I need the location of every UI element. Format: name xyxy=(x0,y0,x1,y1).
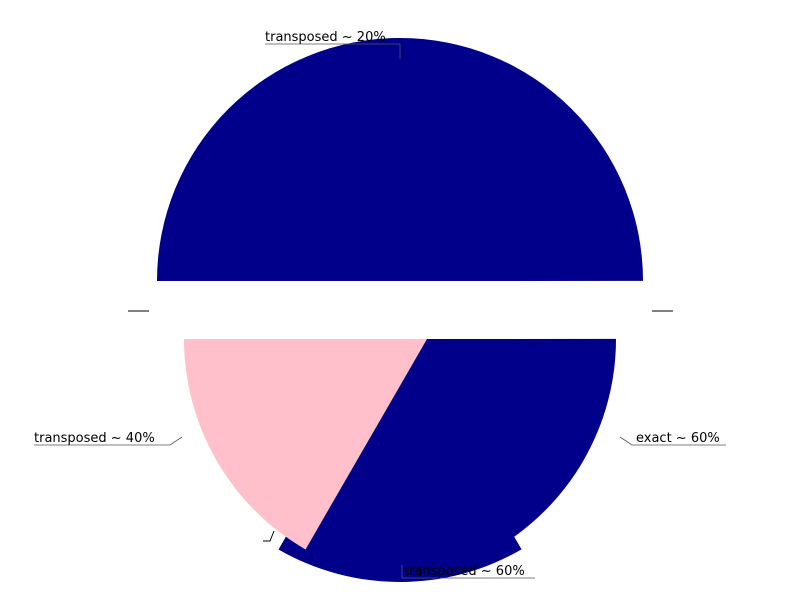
slice-transposed-60[interactable] xyxy=(278,339,522,583)
label-exact-60: exact ~ 60% xyxy=(636,431,720,446)
slice-2[interactable] xyxy=(373,338,616,550)
slice-4[interactable] xyxy=(184,339,427,550)
slice-transposed-20[interactable] xyxy=(157,37,643,282)
slice-transposed-40[interactable] xyxy=(373,338,616,550)
label-transposed-20: transposed ~ 20% xyxy=(265,30,386,45)
leader-transposed-20 xyxy=(265,43,401,59)
leader-exact-60 xyxy=(619,436,726,446)
label-transposed-60: transposed ~ 60% xyxy=(404,564,525,579)
label-transposed-40: transposed ~ 40% xyxy=(34,431,155,446)
leader-transposed-40 xyxy=(34,436,183,446)
slice-exact-60[interactable] xyxy=(184,339,427,550)
slice-3[interactable] xyxy=(278,339,522,583)
leader-transposed-60 xyxy=(401,565,535,579)
slice-1[interactable] xyxy=(157,37,643,282)
tick-mark-bottom xyxy=(263,530,275,542)
